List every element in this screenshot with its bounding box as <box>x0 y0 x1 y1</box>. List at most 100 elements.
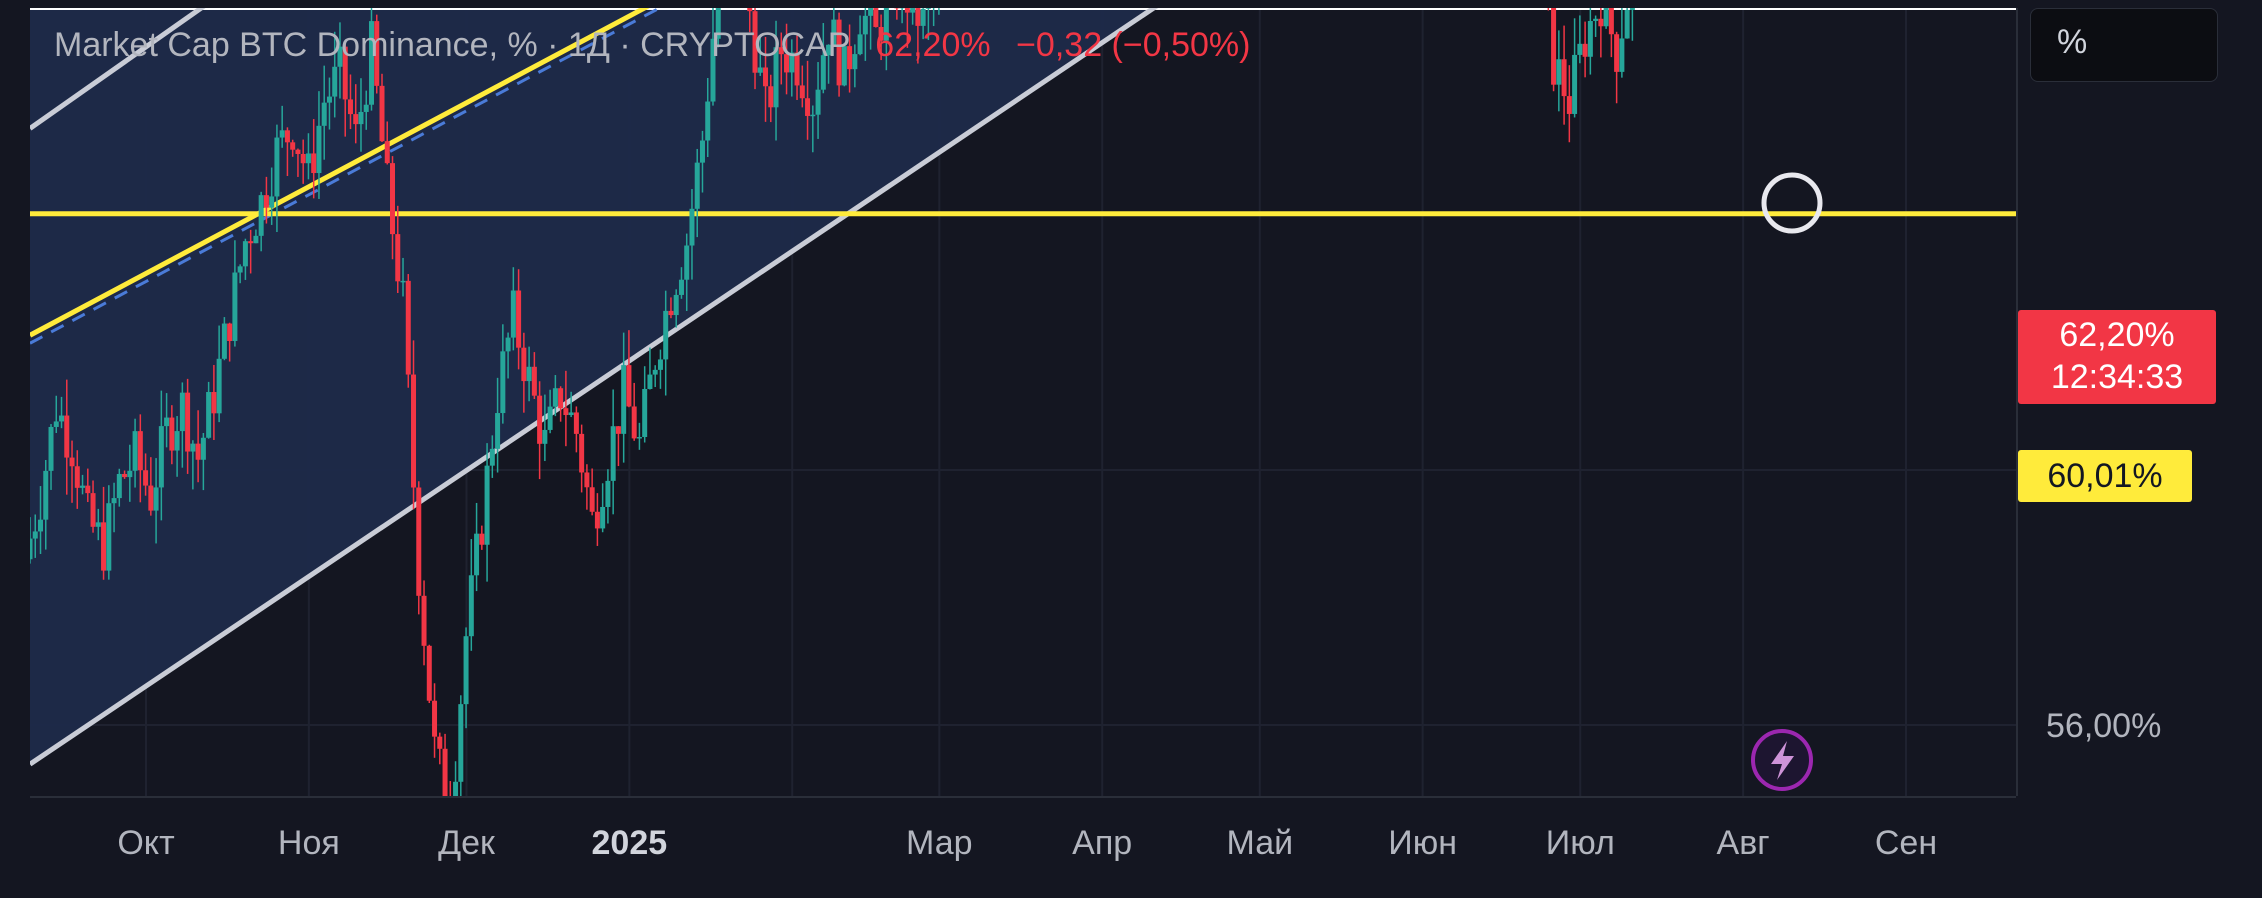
candle-body <box>300 153 306 164</box>
candle-body <box>326 96 332 103</box>
candle-body <box>1624 9 1630 39</box>
candle-body <box>190 443 196 452</box>
candle-body <box>868 8 874 16</box>
candle-body <box>32 531 38 539</box>
candle-body <box>747 8 753 12</box>
candle-body <box>810 114 816 117</box>
candle-body <box>1598 18 1604 27</box>
candle-body <box>1582 43 1588 57</box>
candle-body <box>841 46 847 86</box>
candle-body <box>568 412 574 416</box>
candle-body <box>332 66 338 97</box>
candle-body <box>263 195 269 208</box>
percent-scale-button[interactable]: % <box>2030 8 2218 82</box>
candle-body <box>111 498 117 504</box>
candle-body <box>411 374 417 488</box>
candle-body <box>647 374 653 389</box>
x-tick-label: Авг <box>1717 824 1770 862</box>
candle-body <box>584 472 590 488</box>
candle-body <box>710 38 716 102</box>
candle-body <box>668 310 674 316</box>
candle-body <box>579 433 585 473</box>
candle-body <box>305 153 311 164</box>
candle-body <box>778 47 784 55</box>
candle-body <box>374 21 380 86</box>
candle-body <box>663 310 669 360</box>
candle-body <box>463 636 469 705</box>
channel-lower-line[interactable] <box>30 0 2016 767</box>
candle-body <box>274 137 280 197</box>
candle-body <box>531 366 537 396</box>
candle-body <box>474 533 480 576</box>
candle-body <box>185 392 191 452</box>
candle-body <box>30 538 33 560</box>
channel-fill <box>30 8 2016 765</box>
candle-body <box>631 406 637 439</box>
candle-body <box>221 323 227 359</box>
candle-body <box>206 392 212 438</box>
candle-body <box>552 388 558 407</box>
candle-body <box>673 294 679 316</box>
candle-body <box>836 19 842 86</box>
candle-body <box>799 85 805 99</box>
candle-body <box>899 8 905 9</box>
candle-body <box>773 47 779 108</box>
circle-marker[interactable] <box>1761 172 1823 234</box>
candle-body <box>894 8 900 9</box>
x-tick-label: 2025 <box>592 824 668 862</box>
candle-body <box>925 8 931 9</box>
candle-body <box>1587 20 1593 57</box>
candle-body <box>321 102 327 126</box>
candle-body <box>195 443 201 460</box>
lightning-icon[interactable] <box>1751 729 1813 791</box>
candle-body <box>316 125 322 174</box>
candle-body <box>395 234 401 282</box>
price-badge <box>2018 310 2216 404</box>
candle-body <box>794 52 800 86</box>
time-axis[interactable]: Окт Ноя Дек 2025 Мар Апр Май Июн Июл Авг Сен <box>117 824 1937 862</box>
candle-body <box>1577 43 1583 55</box>
candle-body <box>657 359 663 370</box>
candle-body <box>1551 8 1557 85</box>
candle-body <box>694 162 700 209</box>
candle-body <box>174 431 180 451</box>
candle-body <box>132 431 138 471</box>
candle-body <box>468 575 474 637</box>
x-tick-label: Июн <box>1388 824 1457 862</box>
yellow-trend-line[interactable] <box>30 0 2016 338</box>
candle-body <box>1608 8 1614 35</box>
candle-body <box>1556 59 1562 85</box>
candle-body <box>510 290 516 338</box>
candle-body <box>116 473 122 499</box>
candle-body <box>563 408 569 416</box>
candle-body <box>626 365 632 407</box>
candle-body <box>615 426 621 434</box>
candle-body <box>521 347 527 382</box>
candle-body <box>437 736 443 749</box>
candle-body <box>400 280 406 283</box>
candle-body <box>143 470 149 486</box>
candle-body <box>421 595 427 646</box>
candle-body <box>90 493 96 527</box>
candle-body <box>1619 38 1625 72</box>
candle-body <box>479 533 485 545</box>
candle-body <box>600 506 606 529</box>
candle-body <box>847 46 853 70</box>
candle-body <box>910 8 916 13</box>
candle-body <box>295 149 301 154</box>
candle-body <box>237 266 243 273</box>
legend-symbol: Market Cap BTC Dominance, % · 1Д · CRYPT… <box>54 26 850 64</box>
candle-body <box>636 437 642 439</box>
candle-body <box>605 480 611 507</box>
candle-body <box>878 26 884 41</box>
candle-body <box>405 280 411 375</box>
candle-body <box>505 337 511 352</box>
candle-body <box>127 470 133 478</box>
candle-body <box>820 55 826 90</box>
candle-body <box>458 704 464 782</box>
candle-body <box>915 8 921 26</box>
candle-body <box>805 98 811 116</box>
chart-legend: Market Cap BTC Dominance, % · 1Д · CRYPT… <box>54 26 1250 65</box>
candle-body <box>284 130 290 143</box>
